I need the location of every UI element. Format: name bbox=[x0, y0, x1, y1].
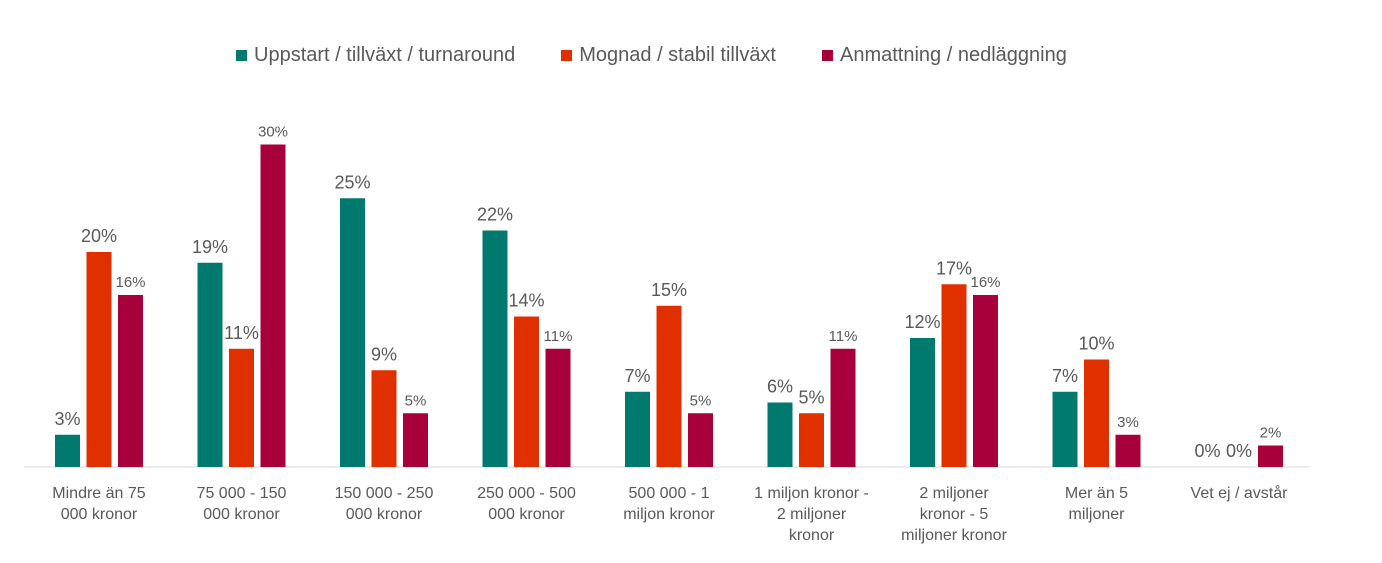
bar-s0-c4 bbox=[625, 391, 650, 467]
category-label-c5-l1: 2 miljoner bbox=[777, 506, 847, 523]
data-label-s2-c6: 16% bbox=[970, 274, 1000, 291]
bar-s0-c3 bbox=[482, 230, 508, 467]
category-label-c1-l0: 75 000 - 150 bbox=[197, 485, 287, 502]
category-label-c1-l1: 000 kronor bbox=[203, 506, 280, 523]
data-label-s0-c8: 0% bbox=[1194, 441, 1220, 461]
data-label-s0-c3: 22% bbox=[477, 205, 513, 225]
legend-label-mognad: Mognad / stabil tillväxt bbox=[579, 44, 776, 66]
bar-s2-c5 bbox=[830, 348, 856, 467]
bar-s2-c1 bbox=[260, 144, 286, 467]
bar-s1-c6 bbox=[941, 284, 967, 467]
data-label-s1-c7: 10% bbox=[1078, 334, 1114, 354]
category-label-c4-l1: miljon kronor bbox=[623, 506, 715, 523]
data-label-s1-c3: 14% bbox=[508, 291, 544, 311]
chart-legend: Uppstart / tillväxt / turnaround Mognad … bbox=[236, 44, 1113, 67]
bar-s2-c3 bbox=[545, 348, 571, 467]
data-label-s2-c2: 5% bbox=[405, 392, 427, 409]
bar-s0-c6 bbox=[910, 338, 935, 467]
category-label-c2-l0: 150 000 - 250 bbox=[335, 485, 434, 502]
bar-s1-c7 bbox=[1084, 359, 1109, 467]
bar-s1-c5 bbox=[799, 413, 824, 467]
data-label-s1-c1: 11% bbox=[224, 323, 259, 343]
legend-item-mognad: Mognad / stabil tillväxt bbox=[561, 44, 776, 67]
data-label-s2-c4: 5% bbox=[690, 392, 712, 409]
category-label-c0-l1: 000 kronor bbox=[61, 506, 138, 523]
bar-s2-c2 bbox=[403, 413, 428, 467]
bar-s0-c0 bbox=[55, 434, 80, 467]
data-label-s1-c2: 9% bbox=[371, 344, 397, 364]
bar-s1-c0 bbox=[86, 252, 112, 467]
data-label-s2-c3: 11% bbox=[544, 328, 573, 345]
data-label-s2-c7: 3% bbox=[1117, 414, 1139, 431]
data-label-s0-c0: 3% bbox=[54, 409, 80, 429]
category-label-c4-l0: 500 000 - 1 bbox=[629, 485, 710, 502]
data-label-s2-c0: 16% bbox=[115, 274, 145, 291]
bar-s1-c4 bbox=[656, 305, 682, 467]
category-label-c0-l0: Mindre än 75 bbox=[52, 485, 145, 502]
legend-label-uppstart: Uppstart / tillväxt / turnaround bbox=[254, 44, 516, 66]
data-label-s1-c5: 5% bbox=[798, 387, 824, 407]
category-label-c7-l0: Mer än 5 bbox=[1065, 485, 1128, 502]
category-label-c6-l2: miljoner kronor bbox=[901, 527, 1007, 544]
category-label-c6-l0: 2 miljoner bbox=[919, 485, 989, 502]
category-label-c5-l0: 1 miljon kronor - bbox=[754, 485, 869, 502]
data-label-s1-c4: 15% bbox=[651, 280, 687, 300]
data-label-s2-c1: 30% bbox=[258, 124, 288, 141]
data-label-s2-c8: 2% bbox=[1260, 425, 1282, 442]
data-label-s1-c0: 20% bbox=[81, 226, 117, 246]
bar-s2-c7 bbox=[1115, 434, 1141, 467]
category-label-c3-l1: 000 kronor bbox=[488, 506, 565, 523]
legend-swatch-uppstart bbox=[236, 50, 247, 61]
legend-item-uppstart: Uppstart / tillväxt / turnaround bbox=[236, 44, 515, 67]
data-label-s1-c8: 0% bbox=[1226, 441, 1252, 461]
category-label-c7-l1: miljoner bbox=[1068, 506, 1125, 523]
legend-item-anmattning: Anmattning / nedläggning bbox=[822, 44, 1067, 67]
legend-swatch-mognad bbox=[561, 50, 573, 61]
data-label-s0-c1: 19% bbox=[192, 237, 228, 257]
data-label-s0-c7: 7% bbox=[1052, 366, 1078, 386]
bar-s1-c1 bbox=[229, 348, 254, 467]
legend-swatch-anmattning bbox=[822, 50, 833, 61]
bar-s1-c3 bbox=[514, 316, 539, 467]
bar-s2-c0 bbox=[118, 295, 143, 467]
bar-s0-c7 bbox=[1052, 391, 1078, 467]
bar-s0-c5 bbox=[767, 402, 793, 467]
data-label-s1-c6: 17% bbox=[936, 258, 972, 278]
category-label-c5-l2: kronor bbox=[789, 527, 835, 544]
category-label-c2-l1: 000 kronor bbox=[346, 506, 423, 523]
category-label-c6-l1: kronor - 5 bbox=[920, 506, 989, 523]
category-label-c3-l0: 250 000 - 500 bbox=[477, 485, 576, 502]
category-label-c8-l0: Vet ej / avstår bbox=[1191, 484, 1289, 502]
legend-label-anmattning: Anmattning / nedläggning bbox=[840, 44, 1067, 66]
data-label-s0-c5: 6% bbox=[767, 377, 793, 397]
bar-s2-c4 bbox=[688, 413, 713, 467]
data-label-s0-c4: 7% bbox=[624, 366, 650, 386]
bar-s0-c2 bbox=[340, 198, 365, 467]
data-label-s2-c5: 11% bbox=[829, 328, 858, 345]
bar-s1-c2 bbox=[371, 370, 397, 467]
data-label-s0-c2: 25% bbox=[334, 172, 370, 192]
bar-s2-c8 bbox=[1258, 445, 1283, 467]
bar-s0-c1 bbox=[197, 262, 223, 467]
bar-s2-c6 bbox=[973, 295, 998, 467]
data-label-s0-c6: 12% bbox=[904, 312, 940, 332]
